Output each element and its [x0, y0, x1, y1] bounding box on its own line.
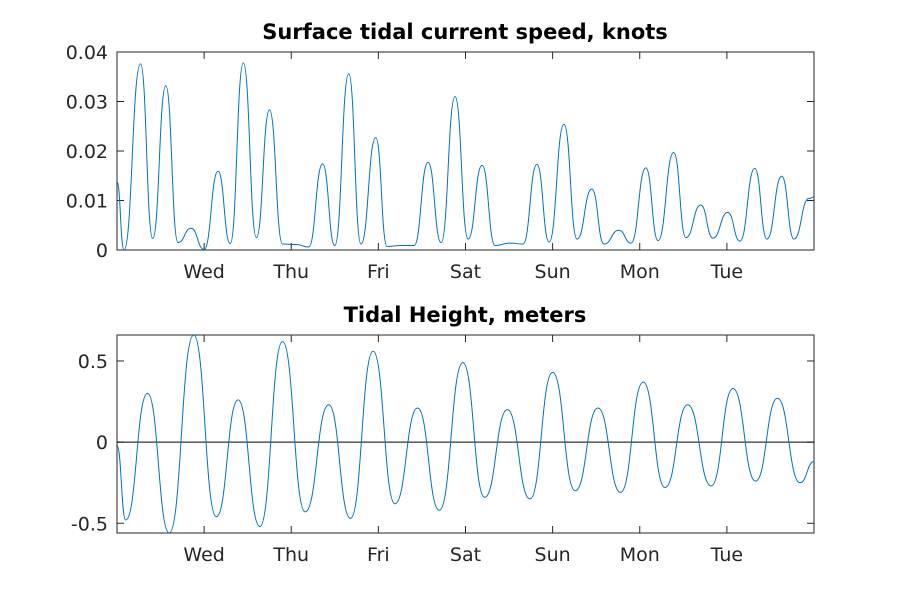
tidal-height-xtick-label: Fri	[367, 544, 390, 566]
tidal-height-chart-title: Tidal Height, meters	[344, 303, 587, 327]
tidal-height-marks: -0.5 0 0.5 Wed Thu Fri Sat Sun Mon Tue	[71, 335, 814, 566]
tidal-height-chart: Tidal Height, meters -0.5 0 0.5 Wed Thu Fri Sa…	[71, 303, 815, 566]
current-speed-ytick-label: 0	[96, 240, 108, 262]
current-speed-ytick-label: 0.03	[66, 92, 108, 114]
current-speed-xtick-label: Sat	[450, 261, 481, 283]
current-speed-xtick-label: Sun	[535, 261, 571, 283]
current-speed-marks: 0 0.01 0.02 0.03 0.04 Wed Thu Fri Sat Sun Mon Tue	[66, 42, 814, 283]
current-speed-ytick-label: 0.04	[66, 42, 108, 64]
current-speed-xtick-label: Fri	[367, 261, 390, 283]
tidal-height-xtick-label: Thu	[272, 544, 309, 566]
tidal-height-xtick-label: Sat	[450, 544, 481, 566]
current-speed-xtick-label: Tue	[710, 261, 743, 283]
current-speed-chart: Surface tidal current speed, knots 0 0.01…	[66, 20, 815, 283]
current-speed-series-line	[117, 62, 814, 250]
current-speed-ytick-label: 0.02	[66, 141, 108, 163]
current-speed-xtick-label: Wed	[183, 261, 224, 283]
tidal-height-ytick-label: 0.5	[78, 351, 108, 373]
tidal-height-ytick-label: 0	[96, 432, 108, 454]
tidal-height-xtick-label: Wed	[183, 544, 224, 566]
tidal-height-xtick-label: Tue	[710, 544, 743, 566]
current-speed-chart-title: Surface tidal current speed, knots	[262, 20, 668, 44]
tidal-height-xtick-label: Sun	[535, 544, 571, 566]
current-speed-xtick-label: Thu	[272, 261, 309, 283]
current-speed-ytick-label: 0.01	[66, 191, 108, 213]
current-speed-xtick-label: Mon	[620, 261, 660, 283]
tidal-height-ytick-label: -0.5	[71, 513, 108, 535]
current-speed-axes	[116, 51, 815, 251]
tidal-height-xtick-label: Mon	[620, 544, 660, 566]
tidal-height-series-line	[117, 335, 814, 533]
